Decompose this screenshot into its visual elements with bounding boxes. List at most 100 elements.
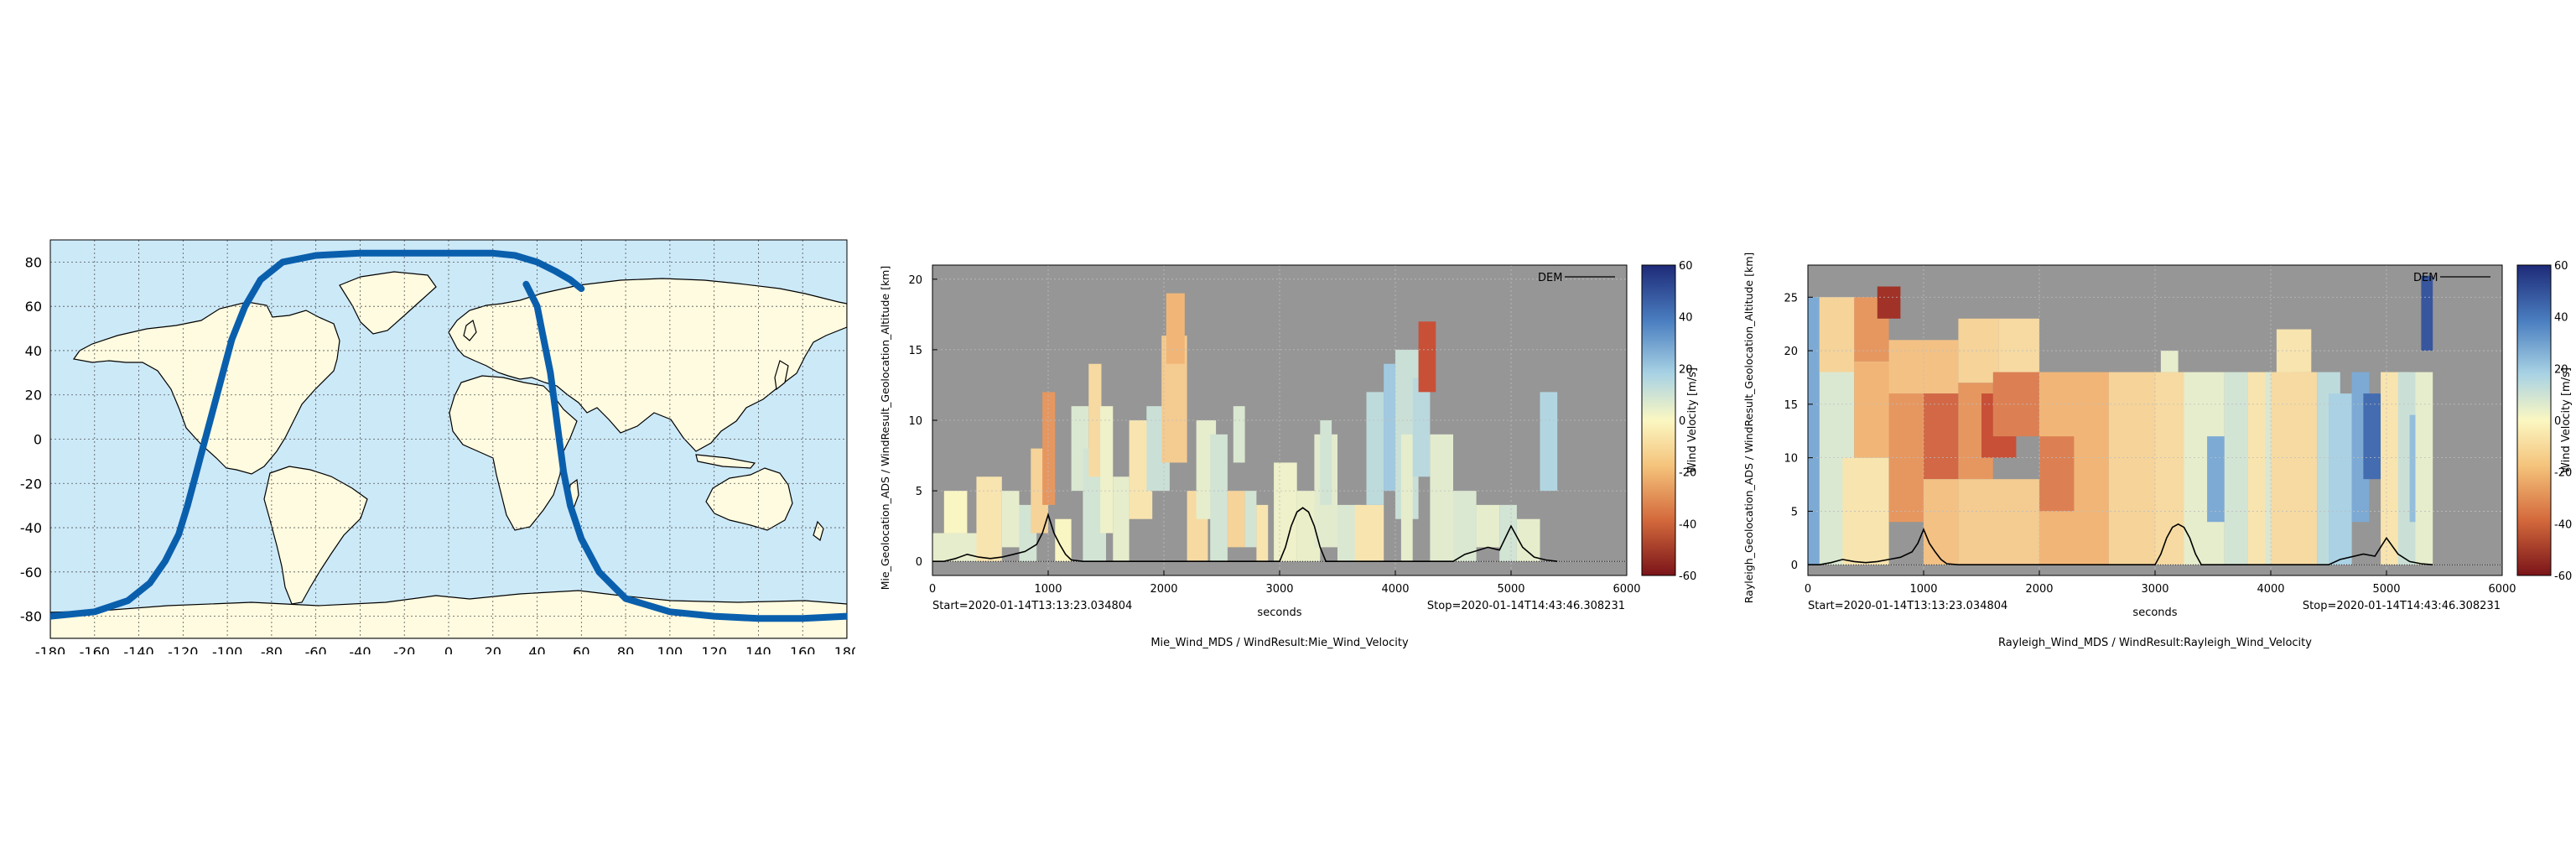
continent-greenland [339, 271, 437, 335]
islands-indonesia [695, 454, 756, 469]
colorbar-tick-label: 0 [2554, 415, 2561, 428]
x-tick-labels: 0 1000 2000 3000 4000 5000 6000 [1805, 583, 2516, 596]
map-y-tick-label: -60 [20, 565, 42, 580]
map-x-tick-labels: -180 -160 -140 -120 -100 -80 -60 -40 -20 0 20 40 60 8… [35, 644, 860, 660]
ground-track-segment [50, 249, 585, 620]
wind-cell [2207, 436, 2225, 523]
mie-wind-heatmap: 0 1000 2000 3000 4000 5000 6000 20 15 10 5 0 DEM M… [879, 260, 1699, 649]
map-x-tick-label: 100 [657, 644, 683, 654]
plot-area [932, 264, 1628, 576]
colorbar-tick-label: 60 [1679, 260, 1693, 273]
map-x-tick-label: 60 [573, 644, 589, 654]
colorbar-gradient [2516, 264, 2552, 576]
y-tick-label: 10 [1784, 453, 1798, 466]
wind-cell [1924, 479, 1959, 565]
map-x-tick-label: -100 [212, 644, 242, 654]
island-great-britain [463, 319, 477, 341]
ground-track-segment [522, 280, 847, 622]
y-tick-labels: 25 20 15 10 5 0 [1784, 292, 1798, 572]
colorbar-tick-label: -40 [1679, 518, 1696, 531]
wind-cell [1998, 318, 2039, 372]
continent-eurasia [448, 278, 847, 452]
rayleigh-wind-panel: 0 1000 2000 3000 4000 5000 6000 25 20 15 10 5 0 DEM… [1736, 218, 2574, 663]
wind-cell [1819, 297, 1855, 372]
figure-caption: Mie_Wind_MDS / WindResult:Mie_Wind_Veloc… [1150, 637, 1409, 649]
wind-cell [2415, 372, 2433, 565]
wind-cell [1516, 518, 1540, 562]
x-axis-label: seconds [1257, 607, 1301, 619]
wind-cell [1113, 476, 1130, 562]
wind-cell [1244, 491, 1257, 548]
map-x-tick-label: 40 [528, 644, 545, 654]
figure-caption: Rayleigh_Wind_MDS / WindResult:Rayleigh_… [1998, 637, 2312, 649]
wind-cell [1958, 318, 1999, 383]
map-x-tick-label: -60 [305, 644, 327, 654]
colorbar: 60 40 20 0 -20 -40 -60 Wind Velocity [m/s] [2516, 260, 2573, 583]
y-tick-label: 5 [1791, 506, 1798, 518]
x-axis-label: seconds [2132, 607, 2177, 619]
wind-cell [2363, 393, 2381, 480]
plot-frame [1807, 264, 2503, 576]
x-tick-label: 3000 [2141, 583, 2168, 596]
y-tick-labels: 20 15 10 5 0 [908, 274, 922, 569]
wind-cell [932, 533, 979, 562]
island-new-zealand [813, 520, 824, 542]
y-axis-label: Mie_Geolocation_ADS / WindResult_Geoloca… [879, 266, 891, 591]
wind-cell [1366, 392, 1384, 505]
x-tick-label: 1000 [1034, 583, 1062, 596]
map-x-tick-label: -40 [349, 644, 371, 654]
colorbar-tick-label: 40 [1679, 312, 1693, 325]
x-tick-labels: 0 1000 2000 3000 4000 5000 6000 [929, 583, 1641, 596]
rayleigh-wind-heatmap: 0 1000 2000 3000 4000 5000 6000 25 20 15 10 5 0 DEM… [1742, 252, 2573, 649]
wind-cell [1476, 504, 1500, 548]
map-y-tick-label: -80 [20, 609, 42, 625]
map-y-tick-label: 40 [25, 343, 42, 359]
map-x-tick-label: 180 [834, 644, 855, 654]
colorbar-gradient [1641, 264, 1676, 576]
wind-cell [1354, 504, 1384, 562]
map-y-tick-label: 60 [25, 299, 42, 315]
wind-cell [2039, 436, 2075, 512]
map-frame [49, 239, 848, 639]
plot-area [1807, 264, 2503, 576]
map-y-tick-labels: 80 60 40 20 0 -20 -40 -60 -80 [20, 254, 42, 624]
colorbar-tick-label: 60 [2554, 260, 2568, 273]
wind-cell [2271, 372, 2318, 565]
y-tick-label: 0 [916, 556, 922, 569]
colorbar-label: Wind Velocity [m/s] [2560, 367, 2573, 473]
start-time-label: Start=2020-01-14T13:13:23.034804 [1808, 600, 2007, 612]
wind-cell [1412, 377, 1431, 477]
map-x-tick-label: 160 [790, 644, 816, 654]
ground-track-map: -180 -160 -140 -120 -100 -80 -60 -40 -20 0 20 40 60 8… [20, 239, 860, 660]
wind-cell [1842, 457, 1889, 565]
colorbar-tick-label: -20 [2554, 467, 2572, 480]
colorbar-tick-label: 20 [2554, 363, 2568, 376]
colorbar-tick-label: 0 [1679, 415, 1685, 428]
colorbar-tick-labels: 60 40 20 0 -20 -40 -60 [1679, 260, 1696, 583]
dem-profile [932, 507, 1558, 562]
wind-cell [1418, 321, 1436, 393]
map-x-tick-label: -20 [393, 644, 415, 654]
map-x-tick-label: 0 [444, 644, 453, 654]
legend: DEM [1538, 272, 1615, 284]
map-y-tick-label: -40 [20, 520, 42, 536]
map-y-tick-label: -20 [20, 476, 42, 492]
x-tick-label: 0 [929, 583, 936, 596]
wind-cell [976, 476, 1002, 562]
map-x-tick-label: -180 [35, 644, 65, 654]
wind-cell [1256, 504, 1269, 562]
wind-cell [2160, 351, 2179, 372]
colorbar-tick-label: -20 [1679, 467, 1696, 480]
colorbar-tick-label: -60 [2554, 570, 2572, 583]
map-x-tick-label: 20 [485, 644, 501, 654]
wind-cells [932, 293, 1558, 562]
map-x-tick-label: -140 [123, 644, 153, 654]
x-tick-label: 6000 [1613, 583, 1640, 596]
wind-cell [1227, 491, 1245, 548]
y-tick-label: 0 [1791, 560, 1798, 572]
y-tick-label: 20 [908, 274, 922, 287]
island-japan [774, 360, 789, 391]
map-y-tick-label: 0 [34, 432, 42, 448]
wind-cell [1958, 479, 2039, 565]
continent-south-america [263, 466, 368, 605]
